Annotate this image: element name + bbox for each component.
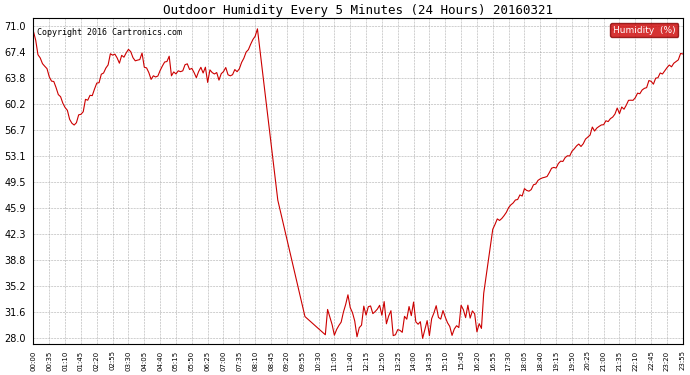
Title: Outdoor Humidity Every 5 Minutes (24 Hours) 20160321: Outdoor Humidity Every 5 Minutes (24 Hou… (163, 4, 553, 17)
Text: Copyright 2016 Cartronics.com: Copyright 2016 Cartronics.com (37, 28, 181, 37)
Legend: Humidity  (%): Humidity (%) (610, 23, 678, 37)
